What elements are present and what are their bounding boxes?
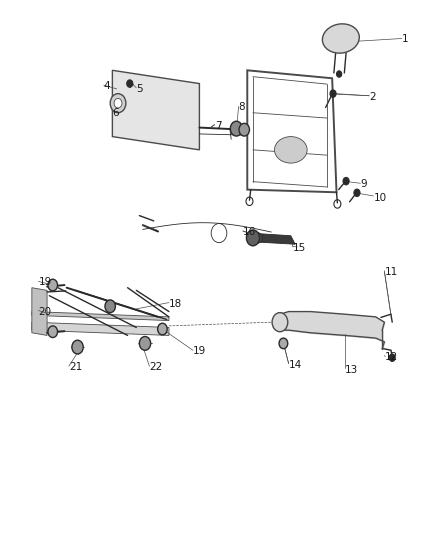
- Circle shape: [48, 279, 57, 291]
- Text: 20: 20: [39, 306, 52, 317]
- Text: 2: 2: [369, 92, 376, 102]
- Circle shape: [389, 354, 395, 361]
- Circle shape: [72, 340, 83, 354]
- Text: 7: 7: [215, 121, 221, 131]
- Text: 6: 6: [113, 108, 119, 118]
- Circle shape: [105, 300, 116, 313]
- Circle shape: [239, 123, 250, 136]
- Circle shape: [354, 189, 360, 197]
- Text: 10: 10: [374, 192, 387, 203]
- Polygon shape: [32, 288, 47, 335]
- Circle shape: [127, 80, 133, 87]
- Text: 13: 13: [345, 365, 358, 375]
- Text: 22: 22: [149, 362, 162, 372]
- Text: 11: 11: [385, 267, 398, 277]
- Circle shape: [114, 99, 122, 108]
- Polygon shape: [32, 312, 169, 320]
- Text: 16: 16: [243, 227, 256, 237]
- Text: 4: 4: [104, 81, 110, 91]
- Circle shape: [247, 230, 259, 246]
- Circle shape: [48, 326, 57, 337]
- Text: 15: 15: [293, 243, 306, 253]
- Text: 9: 9: [360, 179, 367, 189]
- Ellipse shape: [275, 136, 307, 163]
- Text: 18: 18: [169, 298, 182, 309]
- Text: 19: 19: [193, 346, 206, 357]
- Polygon shape: [258, 233, 295, 244]
- Ellipse shape: [322, 24, 359, 53]
- Circle shape: [279, 338, 288, 349]
- Text: 5: 5: [136, 84, 143, 94]
- Polygon shape: [32, 322, 169, 335]
- Circle shape: [330, 90, 336, 98]
- Circle shape: [272, 313, 288, 332]
- Text: 14: 14: [289, 360, 302, 369]
- Text: 1: 1: [402, 34, 408, 44]
- Circle shape: [139, 336, 151, 350]
- Text: 12: 12: [385, 352, 398, 361]
- Circle shape: [158, 323, 167, 335]
- Circle shape: [343, 177, 349, 185]
- Circle shape: [110, 94, 126, 113]
- Text: 19: 19: [39, 277, 52, 287]
- Polygon shape: [113, 70, 199, 150]
- Circle shape: [336, 71, 342, 77]
- Text: 21: 21: [69, 362, 82, 372]
- Circle shape: [253, 232, 262, 243]
- Text: 8: 8: [239, 102, 245, 112]
- Circle shape: [230, 121, 243, 136]
